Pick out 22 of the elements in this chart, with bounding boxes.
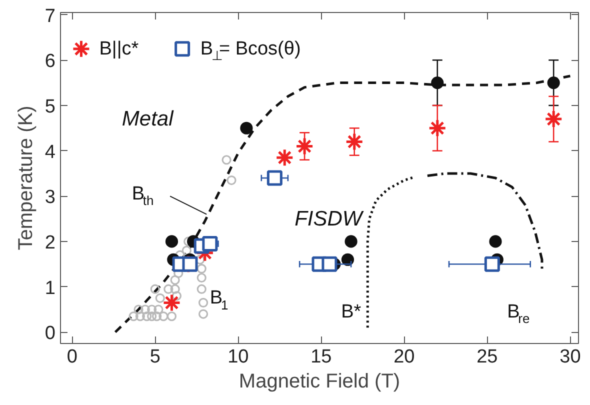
x-tick-label: 20: [394, 346, 415, 368]
x-tick-label: 15: [310, 346, 332, 368]
x-tick-label: 30: [560, 346, 581, 368]
legend-label: B⊥= Bcos(θ): [200, 38, 301, 64]
x-tick-label: 10: [228, 346, 249, 368]
annotation: Metal: [122, 108, 175, 131]
legend-label: B||c*: [99, 38, 140, 60]
x-axis-title: Magnetic Field (T): [238, 370, 400, 392]
y-tick-label: 3: [44, 187, 56, 208]
y-tick-label: 7: [44, 6, 56, 27]
x-tick-label: 25: [476, 346, 498, 368]
x-tick-label: 5: [150, 346, 160, 368]
y-axis-title: Temperature (K): [14, 106, 37, 250]
y-tick-label: 5: [44, 96, 56, 118]
y-tick-label: 4: [44, 142, 56, 163]
y-tick-label: 0: [44, 323, 56, 344]
y-tick-label: 6: [44, 51, 56, 72]
annotation: FISDW: [294, 207, 364, 230]
x-tick-label: 0: [66, 346, 78, 368]
annotation: B*: [341, 301, 362, 322]
y-tick-label: 1: [44, 278, 56, 299]
y-tick-label: 2: [44, 232, 56, 254]
